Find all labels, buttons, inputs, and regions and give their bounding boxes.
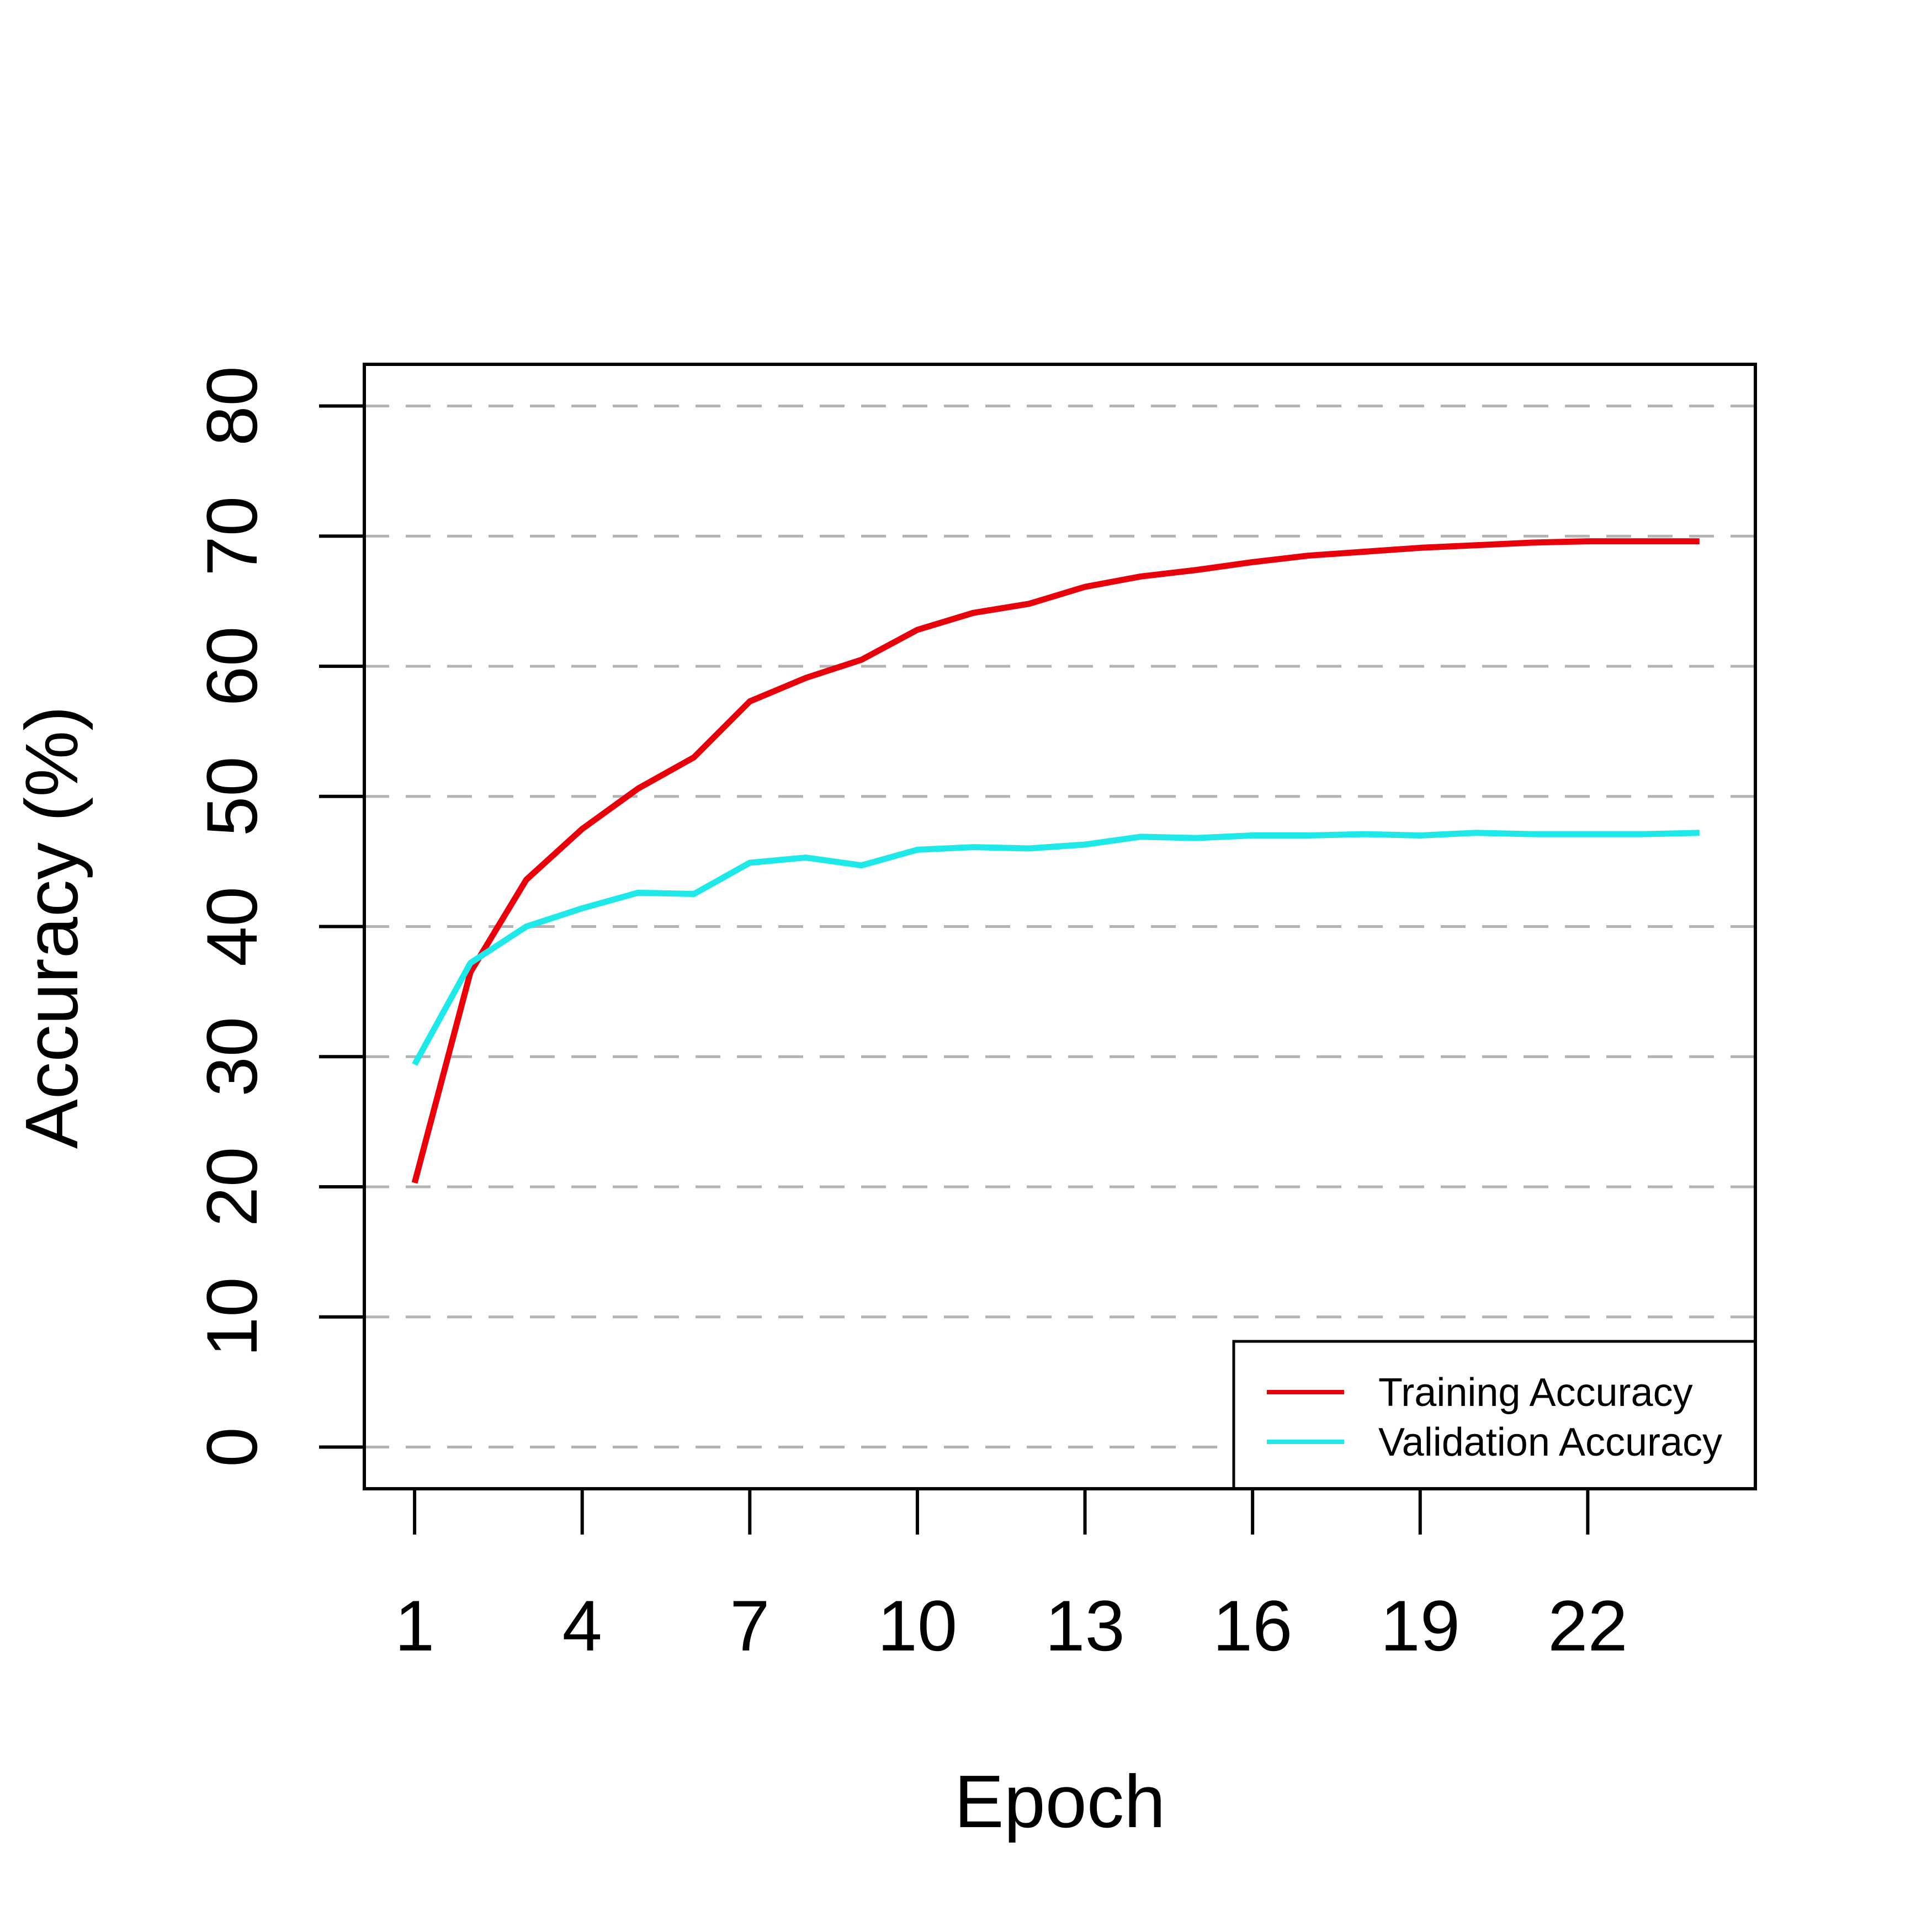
y-tick-label-6: 60 — [192, 627, 272, 707]
grid-lines — [364, 404, 1755, 1449]
y-tick-label-8: 80 — [192, 366, 272, 446]
x-tick-label-6: 19 — [1380, 1585, 1460, 1666]
y-axis-title: Accuracy (%) — [10, 706, 93, 1149]
x-axis: 1 4 7 10 13 16 19 22 — [395, 1489, 1628, 1666]
legend: Training Accuracy Validation Accuracy — [1232, 1340, 1757, 1490]
x-tick-label-2: 7 — [730, 1585, 769, 1666]
y-tick-label-4: 40 — [192, 887, 272, 967]
x-tick-label-5: 16 — [1213, 1585, 1293, 1666]
series-line-training — [411, 538, 1700, 1184]
legend-label-1: Validation Accuracy — [1378, 1420, 1722, 1464]
y-tick-label-5: 50 — [192, 756, 272, 836]
x-tick-label-1: 4 — [562, 1585, 602, 1666]
legend-box — [1232, 1340, 1757, 1490]
y-tick-label-1: 10 — [192, 1277, 272, 1357]
y-tick-label-0: 0 — [192, 1427, 272, 1467]
y-tick-label-2: 20 — [192, 1147, 272, 1227]
x-axis-title: Epoch — [954, 1760, 1166, 1843]
x-tick-label-0: 1 — [395, 1585, 434, 1666]
y-tick-label-7: 70 — [192, 496, 272, 576]
x-tick-label-3: 10 — [878, 1585, 958, 1666]
series-line-validation — [412, 830, 1700, 1066]
series-lines — [411, 538, 1700, 1184]
y-tick-label-3: 30 — [192, 1017, 272, 1097]
legend-label-0: Training Accuracy — [1378, 1371, 1693, 1415]
y-axis: 0 10 20 30 40 50 60 70 80 — [192, 366, 364, 1467]
x-tick-label-7: 22 — [1548, 1585, 1628, 1666]
x-tick-label-4: 13 — [1045, 1585, 1125, 1666]
